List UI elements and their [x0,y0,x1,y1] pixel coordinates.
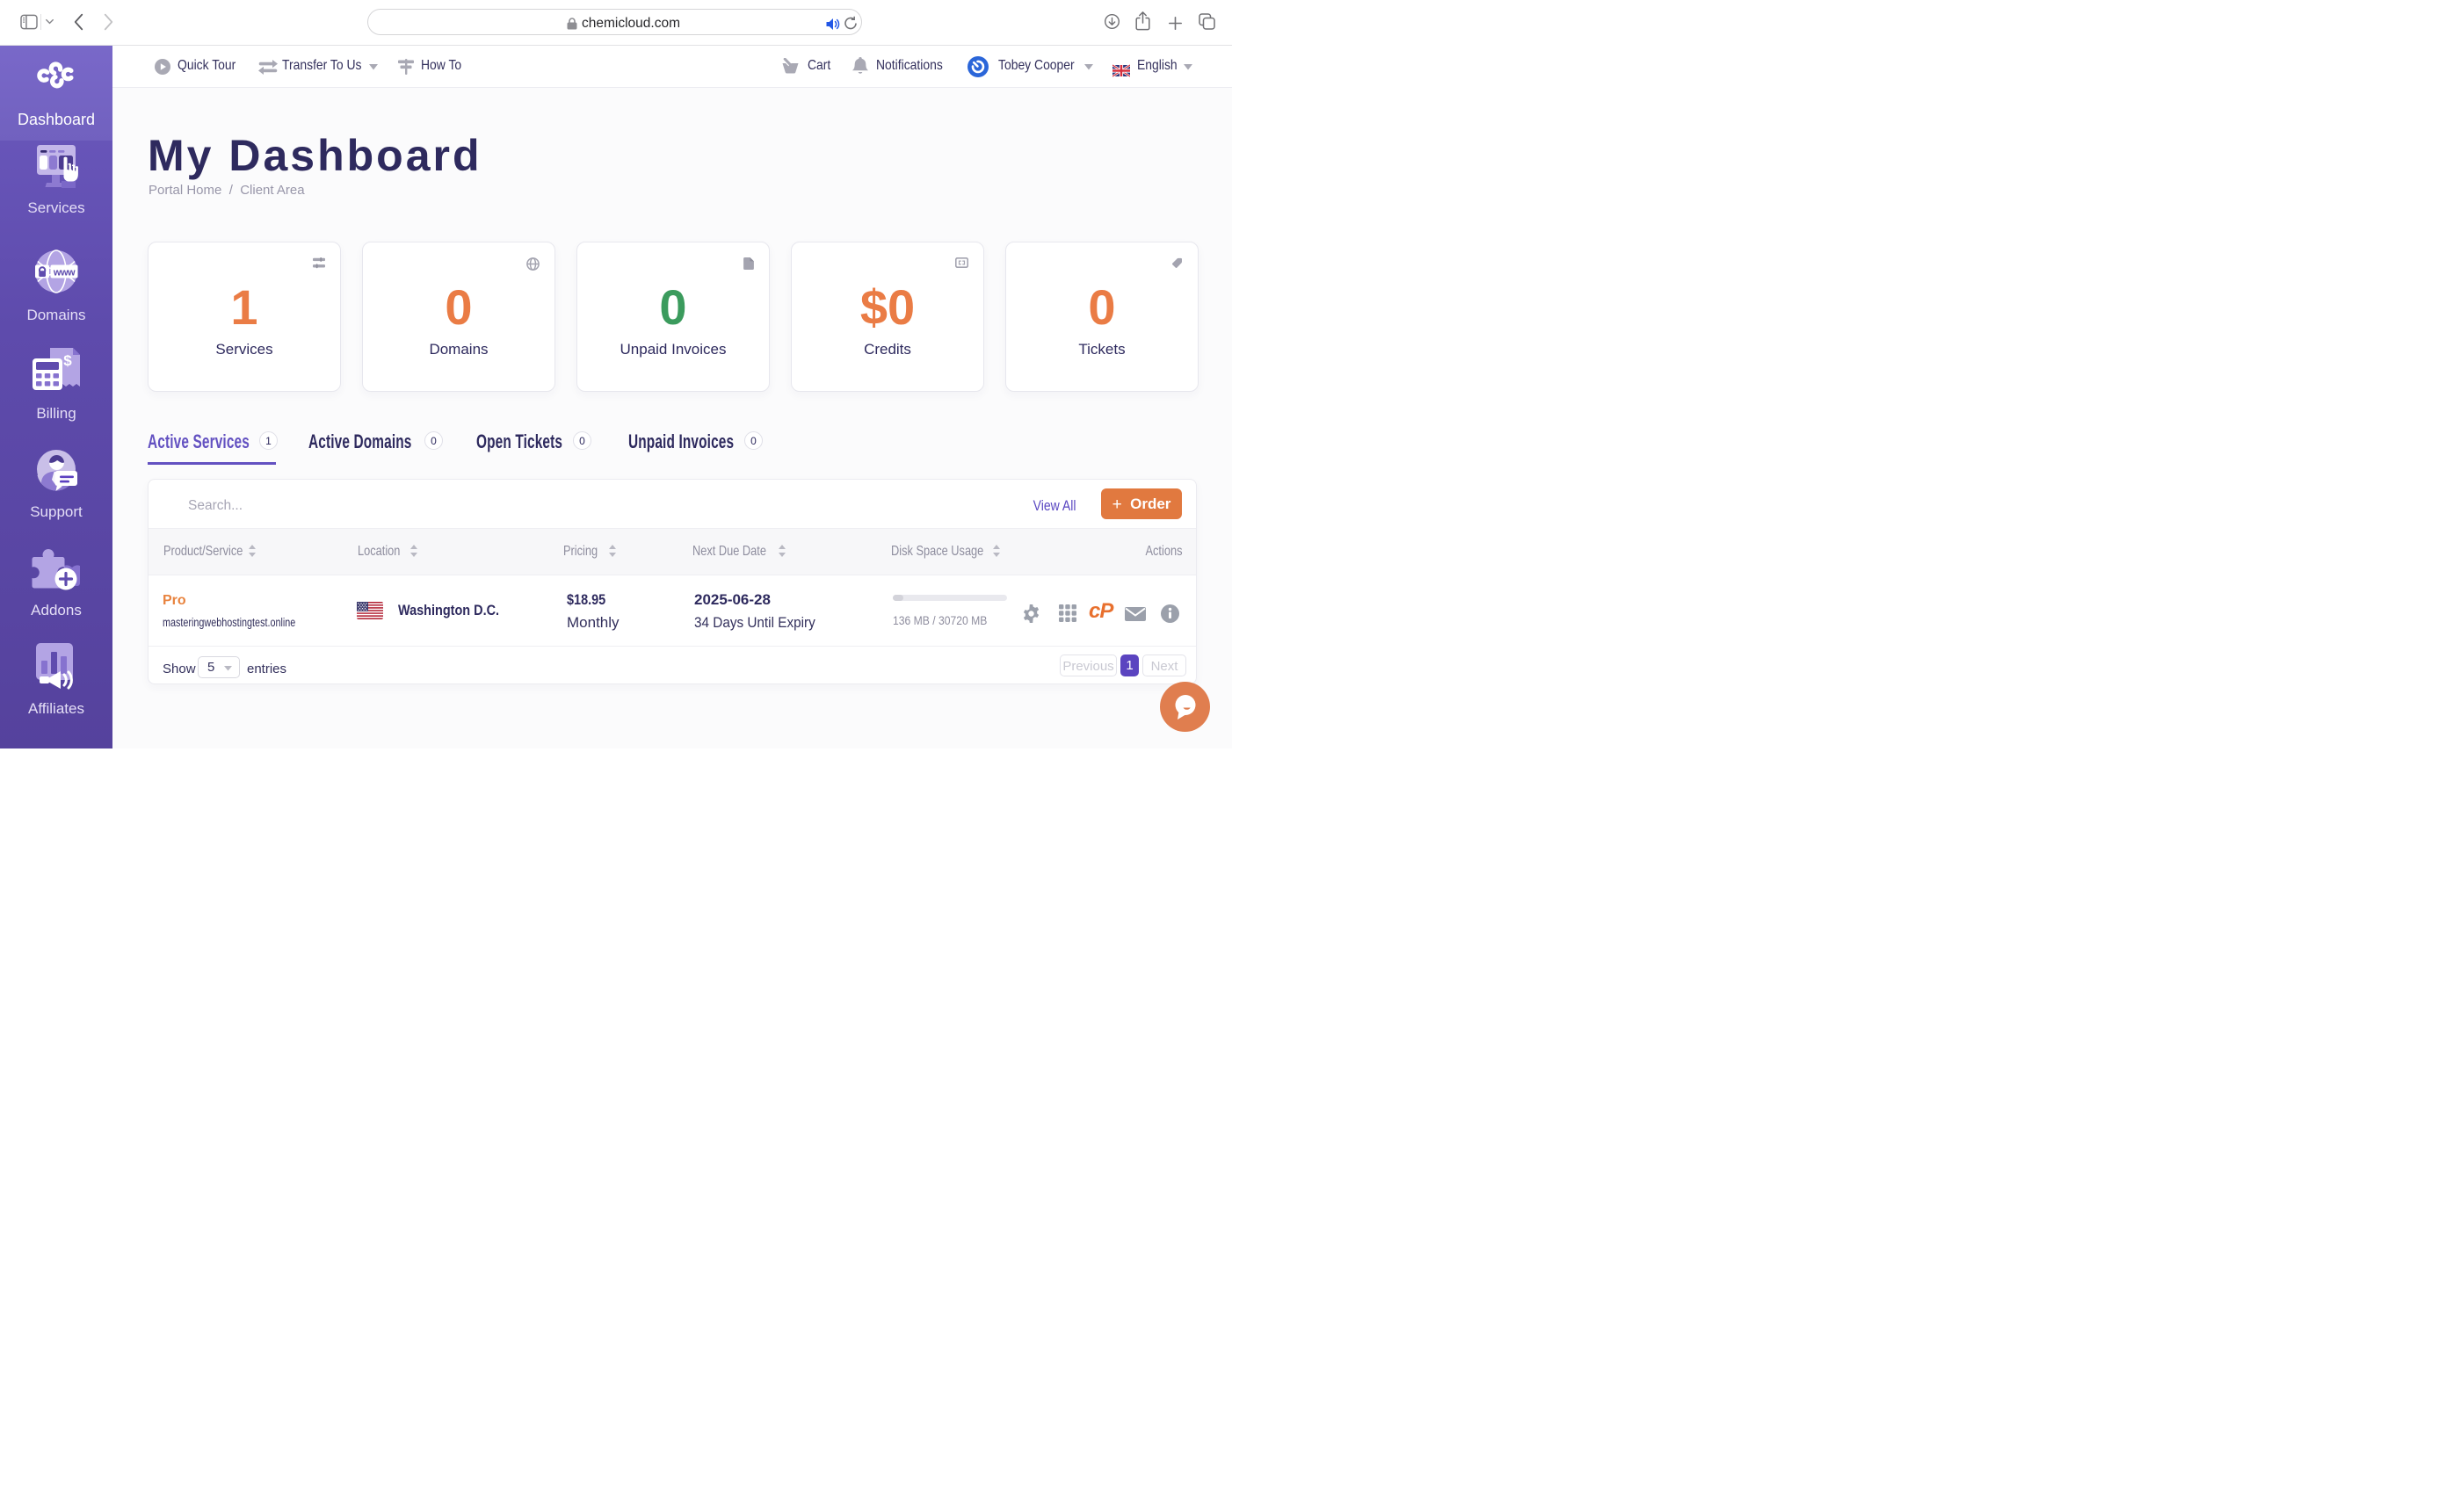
svg-text:$: $ [63,352,72,369]
svg-text:www: www [53,268,76,278]
